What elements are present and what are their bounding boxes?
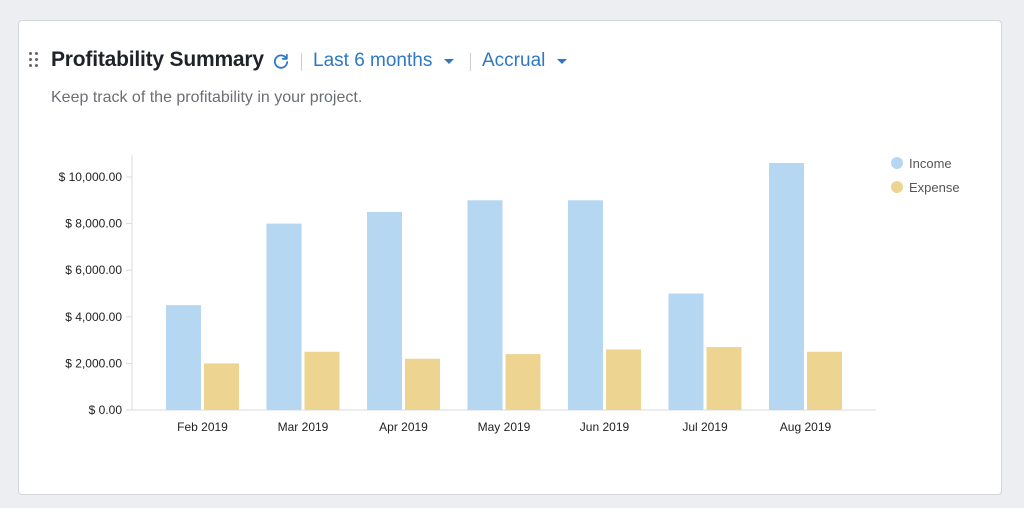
legend-expense-label: Expense: [909, 180, 960, 195]
drag-handle-icon[interactable]: [29, 52, 39, 69]
card-header: Profitability Summary Last 6 months Accr…: [19, 21, 1001, 106]
profitability-summary-card: Profitability Summary Last 6 months Accr…: [18, 20, 1002, 495]
period-dropdown[interactable]: Last 6 months: [313, 50, 455, 72]
x-tick-label: Feb 2019: [177, 420, 228, 434]
profitability-bar-chart: $ 0.00 $ 2,000.00 $ 4,000.00 $ 6,000.00 $ 8,…: [59, 155, 960, 434]
basis-dropdown-label: Accrual: [482, 50, 546, 71]
period-dropdown-label: Last 6 months: [313, 50, 433, 71]
card-subtitle: Keep track of the profitability in your …: [51, 89, 363, 106]
y-tick-label: $ 2,000.00: [65, 356, 122, 370]
bar-expense-aug-2019: [807, 351, 842, 410]
y-tick-label: $ 6,000.00: [65, 263, 122, 277]
bar-income-apr-2019: [367, 211, 402, 410]
page-title: Profitability Summary: [51, 48, 264, 71]
y-tick-label: $ 4,000.00: [65, 310, 122, 324]
bar-expense-jun-2019: [606, 349, 641, 410]
separator: [301, 53, 302, 71]
bar-income-mar-2019: [266, 223, 302, 410]
bar-expense-feb-2019: [204, 363, 239, 410]
y-tick-label: $ 10,000.00: [59, 170, 123, 184]
legend-income-label: Income: [909, 156, 952, 171]
x-tick-label: Jun 2019: [580, 420, 630, 434]
bar-expense-jul-2019: [706, 347, 742, 410]
legend-income-marker: [891, 157, 903, 169]
legend-expense-marker: [891, 181, 903, 193]
x-tick-label: Mar 2019: [278, 420, 329, 434]
x-tick-label: Jul 2019: [682, 420, 728, 434]
x-tick-label: Aug 2019: [780, 420, 832, 434]
bar-income-feb-2019: [166, 305, 201, 410]
bar-income-jun-2019: [568, 200, 603, 410]
basis-dropdown[interactable]: Accrual: [482, 50, 568, 72]
caret-down-icon: [444, 58, 455, 64]
separator: [470, 53, 471, 71]
x-tick-label: May 2019: [478, 420, 531, 434]
bar-expense-mar-2019: [304, 351, 340, 410]
bar-expense-apr-2019: [405, 358, 440, 410]
bar-income-aug-2019: [769, 163, 804, 410]
x-tick-label: Apr 2019: [379, 420, 428, 434]
refresh-icon[interactable]: [272, 53, 290, 71]
bar-income-jul-2019: [668, 293, 704, 410]
caret-down-icon: [557, 58, 568, 64]
bar-income-may-2019: [467, 200, 503, 410]
y-tick-label: $ 8,000.00: [65, 217, 122, 231]
bar-expense-may-2019: [505, 354, 541, 410]
y-tick-label: $ 0.00: [89, 403, 123, 417]
